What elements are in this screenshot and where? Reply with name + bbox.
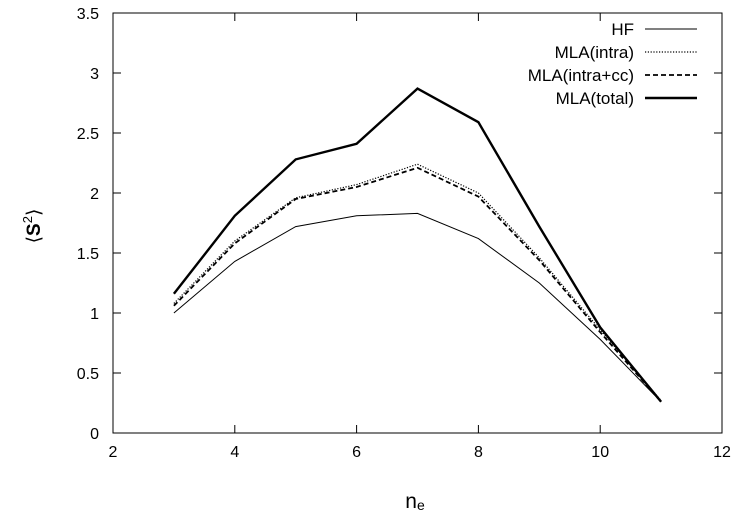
legend-label: MLA(intra+cc) bbox=[528, 66, 634, 85]
y-tick-label: 3.5 bbox=[77, 6, 99, 23]
series-line-3 bbox=[173, 166, 662, 403]
x-tick-label: 6 bbox=[352, 444, 361, 461]
x-tick-label: 4 bbox=[230, 444, 239, 461]
x-tick-label: 8 bbox=[474, 444, 483, 461]
y-axis-label: ⟨S2⟩ bbox=[20, 209, 45, 244]
x-tick-label: 10 bbox=[591, 444, 609, 461]
x-axis-ticks: 2 4 6 8 10 12 bbox=[109, 13, 731, 461]
series-lines bbox=[172, 87, 663, 403]
series-line-2 bbox=[173, 163, 662, 401]
y-tick-label: 1 bbox=[90, 306, 99, 323]
plot-border bbox=[112, 12, 723, 434]
y-tick-label: 1.5 bbox=[77, 246, 99, 263]
legend-label: MLA(intra) bbox=[555, 43, 634, 62]
legend-label: MLA(total) bbox=[556, 89, 634, 108]
x-tick-label: 12 bbox=[713, 444, 731, 461]
y-tick-label: 0.5 bbox=[77, 366, 99, 383]
legend: HF MLA(intra) MLA(intra+cc) MLA(total) bbox=[528, 20, 697, 108]
series-line-4 bbox=[172, 87, 663, 403]
legend-label: HF bbox=[611, 20, 634, 39]
y-tick-label: 2.5 bbox=[77, 126, 99, 143]
y-tick-label: 0 bbox=[90, 426, 99, 443]
x-axis-label: ne bbox=[405, 490, 425, 513]
plot-area bbox=[112, 12, 723, 434]
y-tick-label: 2 bbox=[90, 186, 99, 203]
x-tick-label: 2 bbox=[109, 444, 118, 461]
y-tick-label: 3 bbox=[90, 66, 99, 83]
series-line-1 bbox=[173, 212, 662, 403]
y-axis-ticks: 0 0.5 1 1.5 2 2.5 3 3.5 bbox=[77, 6, 722, 443]
